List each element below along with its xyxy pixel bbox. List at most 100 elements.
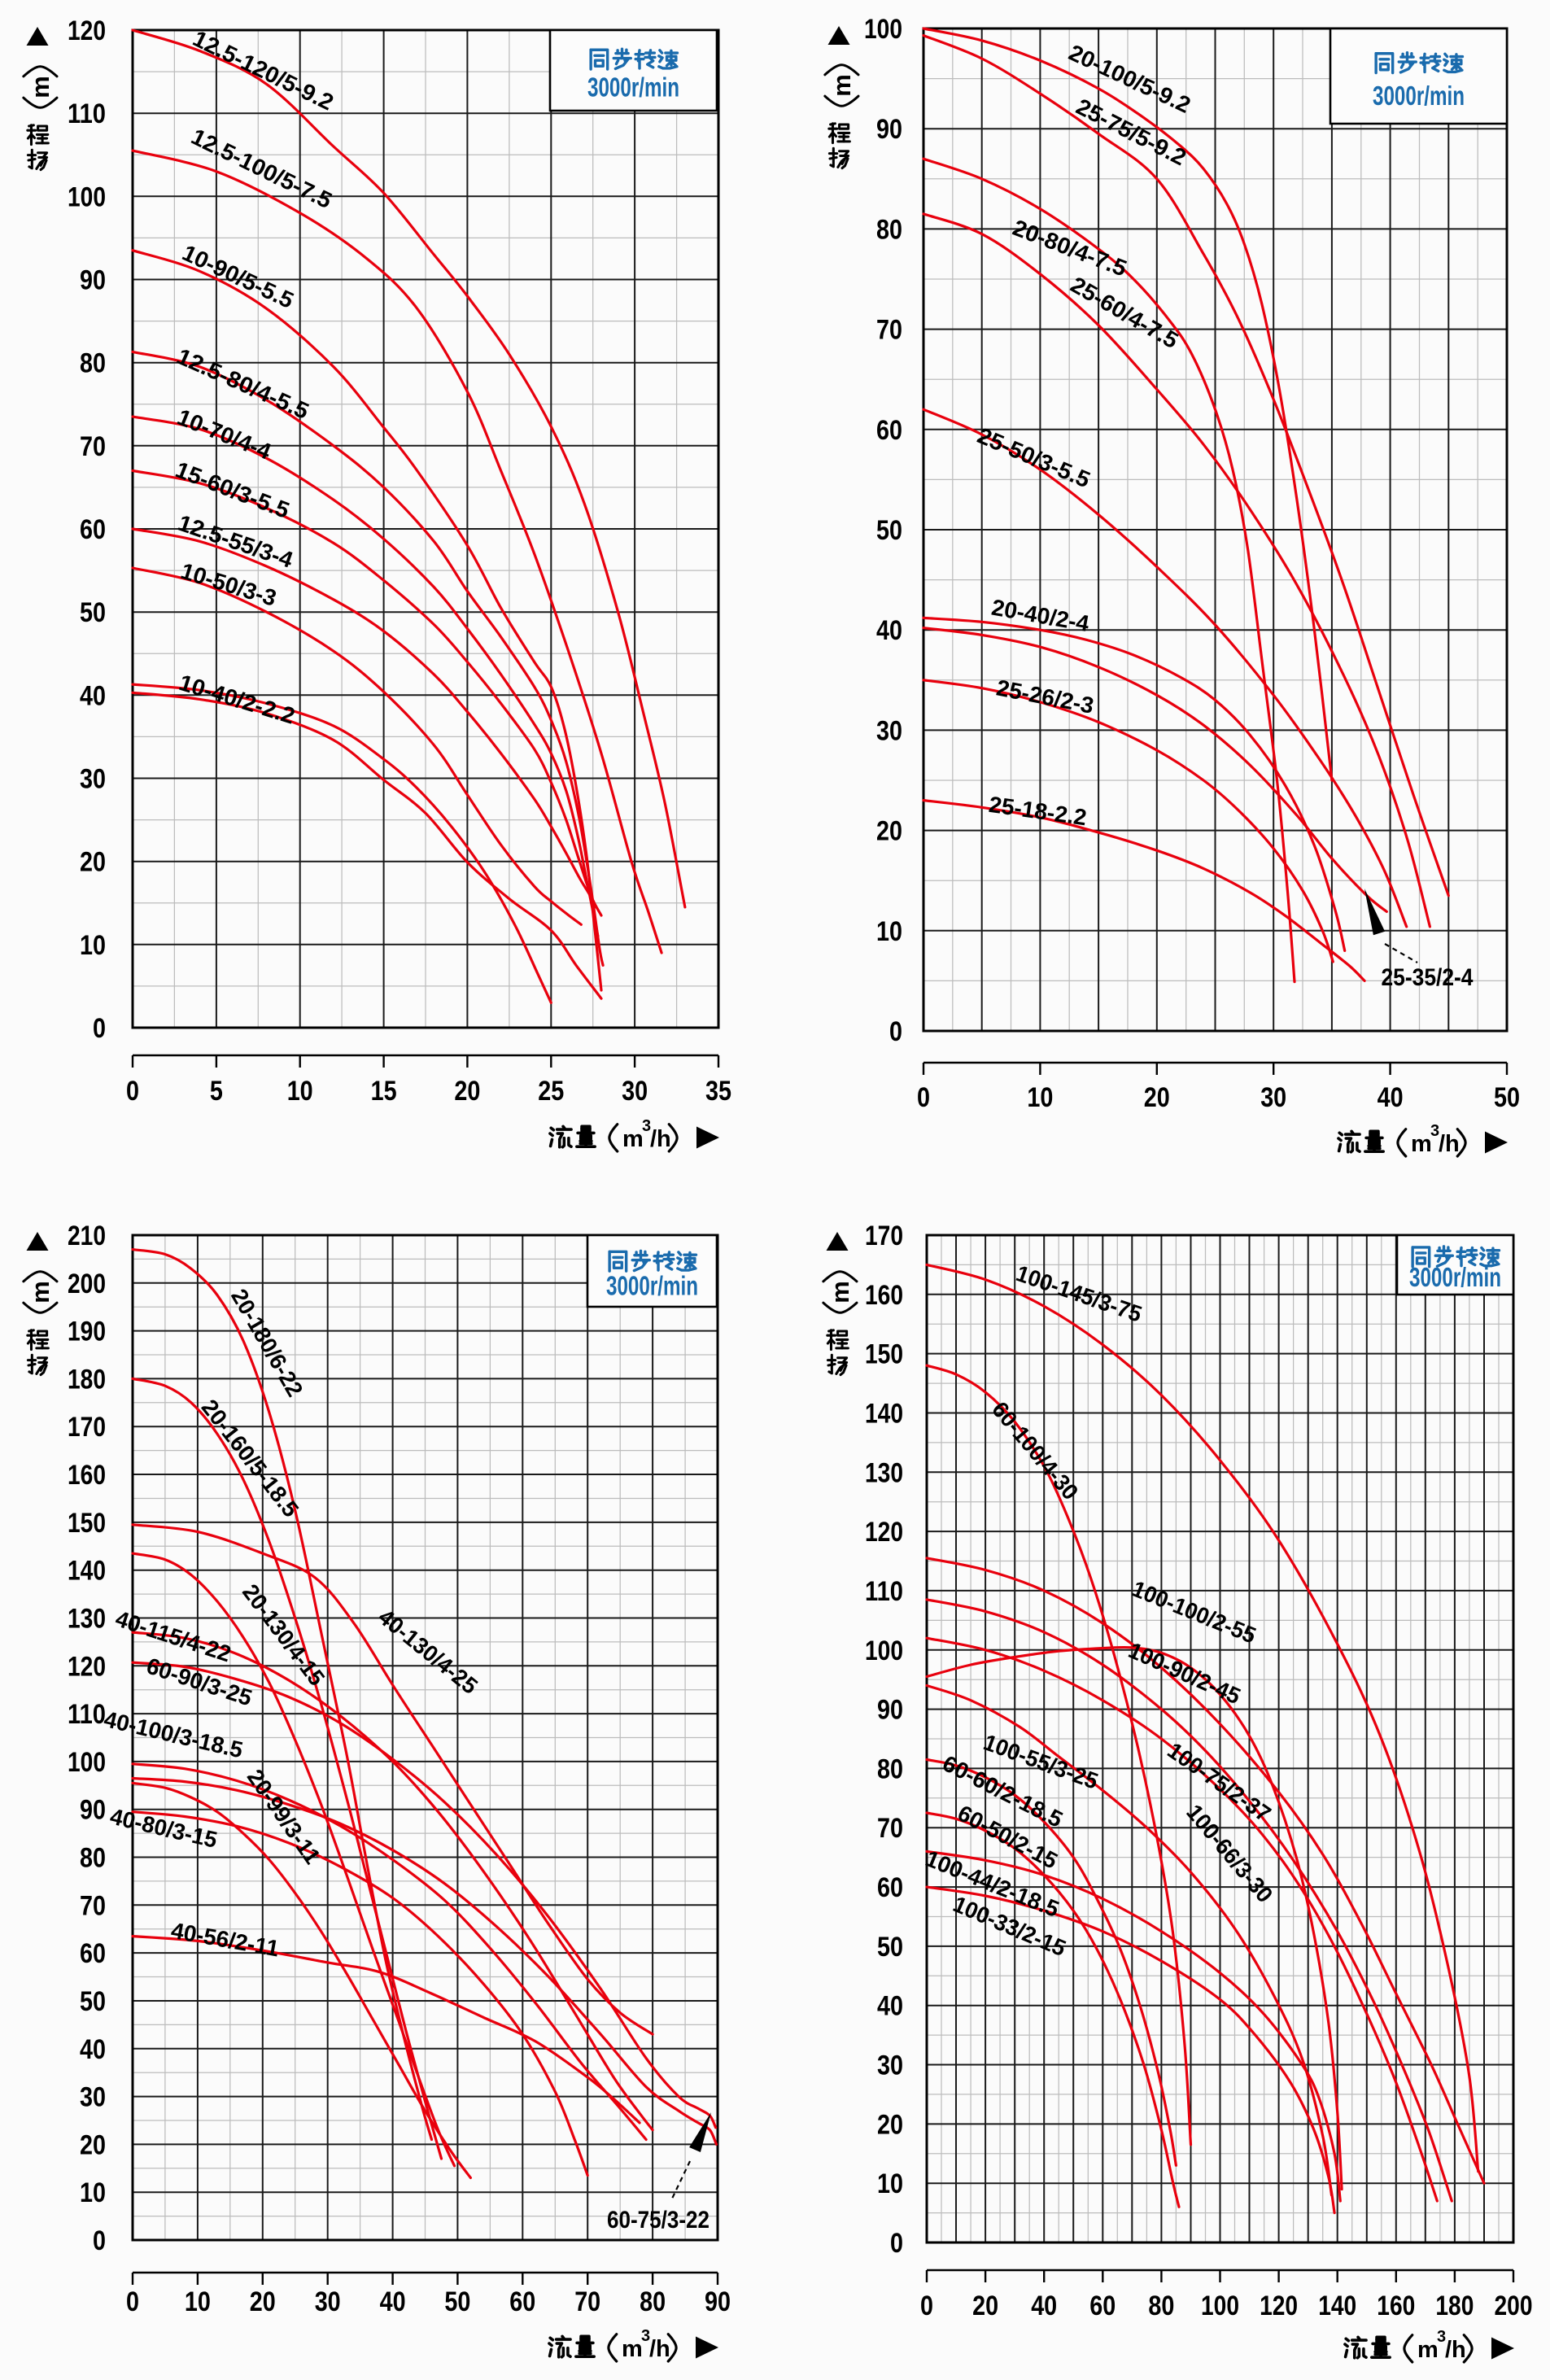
svg-text:160: 160 bbox=[68, 1460, 106, 1491]
svg-text:40: 40 bbox=[80, 680, 106, 711]
svg-text:120: 120 bbox=[865, 1517, 903, 1548]
svg-text:40: 40 bbox=[1031, 2290, 1057, 2321]
svg-text:70: 70 bbox=[574, 2286, 600, 2317]
svg-text:50: 50 bbox=[444, 2286, 470, 2317]
svg-text:50: 50 bbox=[80, 597, 106, 628]
svg-text:170: 170 bbox=[865, 1221, 903, 1251]
svg-text:15: 15 bbox=[371, 1076, 397, 1107]
svg-text:3000r/min: 3000r/min bbox=[606, 1271, 698, 1301]
svg-text:m: m bbox=[826, 1281, 854, 1304]
svg-text:70: 70 bbox=[80, 431, 106, 462]
svg-text:140: 140 bbox=[1318, 2290, 1356, 2321]
svg-text:140: 140 bbox=[865, 1399, 903, 1430]
svg-text:30: 30 bbox=[877, 2050, 903, 2081]
svg-text:120: 120 bbox=[68, 15, 106, 46]
svg-text:30: 30 bbox=[80, 2082, 106, 2113]
svg-text:130: 130 bbox=[865, 1457, 903, 1488]
svg-text:30: 30 bbox=[315, 2286, 341, 2317]
svg-text:/h: /h bbox=[649, 2336, 670, 2362]
svg-text:70: 70 bbox=[80, 1890, 106, 1921]
svg-text:180: 180 bbox=[68, 1364, 106, 1395]
svg-text:150: 150 bbox=[68, 1508, 106, 1539]
svg-text:70: 70 bbox=[876, 315, 902, 346]
svg-text:60: 60 bbox=[1089, 2290, 1116, 2321]
svg-text:90: 90 bbox=[876, 114, 902, 145]
svg-text:170: 170 bbox=[68, 1412, 106, 1443]
svg-text:3000r/min: 3000r/min bbox=[1409, 1262, 1501, 1292]
svg-text:50: 50 bbox=[877, 1932, 903, 1963]
svg-text:100: 100 bbox=[864, 14, 902, 45]
svg-text:50: 50 bbox=[80, 1986, 106, 2017]
svg-text:60: 60 bbox=[80, 1938, 106, 1969]
svg-text:m: m bbox=[622, 1126, 644, 1152]
svg-text:0: 0 bbox=[126, 1076, 139, 1107]
svg-text:100: 100 bbox=[68, 1747, 106, 1778]
svg-text:80: 80 bbox=[877, 1753, 903, 1784]
svg-text:m: m bbox=[26, 76, 55, 98]
svg-text:160: 160 bbox=[1377, 2290, 1415, 2321]
svg-text:3: 3 bbox=[641, 2327, 650, 2345]
svg-text:90: 90 bbox=[705, 2286, 731, 2317]
svg-text:80: 80 bbox=[640, 2286, 666, 2317]
svg-text:m: m bbox=[26, 1281, 55, 1304]
svg-text:/h: /h bbox=[1439, 1131, 1460, 1157]
svg-text:0: 0 bbox=[917, 1082, 930, 1113]
svg-text:180: 180 bbox=[1435, 2290, 1474, 2321]
svg-text:0: 0 bbox=[93, 2225, 106, 2256]
svg-text:20: 20 bbox=[877, 2109, 903, 2140]
svg-text:100: 100 bbox=[1201, 2290, 1239, 2321]
svg-text:m: m bbox=[622, 2336, 643, 2362]
svg-text:110: 110 bbox=[68, 1699, 106, 1730]
svg-text:90: 90 bbox=[80, 1795, 106, 1826]
svg-text:10: 10 bbox=[877, 2168, 903, 2199]
svg-text:10: 10 bbox=[80, 2177, 106, 2208]
svg-text:10: 10 bbox=[287, 1076, 313, 1107]
svg-text:3000r/min: 3000r/min bbox=[1373, 81, 1465, 111]
svg-text:m: m bbox=[1411, 1131, 1432, 1157]
svg-text:190: 190 bbox=[68, 1317, 106, 1347]
svg-text:30: 30 bbox=[80, 764, 106, 795]
svg-text:3: 3 bbox=[1437, 2328, 1446, 2346]
svg-text:/h: /h bbox=[650, 1126, 671, 1152]
svg-text:30: 30 bbox=[1260, 1082, 1286, 1113]
svg-text:40: 40 bbox=[876, 615, 902, 646]
svg-text:50: 50 bbox=[876, 515, 902, 546]
svg-text:120: 120 bbox=[1260, 2290, 1298, 2321]
svg-text:50: 50 bbox=[1494, 1082, 1520, 1113]
svg-text:0: 0 bbox=[93, 1013, 106, 1044]
svg-text:140: 140 bbox=[68, 1556, 106, 1587]
svg-text:60: 60 bbox=[876, 415, 902, 446]
svg-text:80: 80 bbox=[80, 348, 106, 379]
svg-text:90: 90 bbox=[877, 1695, 903, 1726]
svg-text:35: 35 bbox=[705, 1076, 731, 1107]
svg-text:40: 40 bbox=[380, 2286, 406, 2317]
svg-text:0: 0 bbox=[889, 1016, 902, 1047]
svg-text:60-75/3-22: 60-75/3-22 bbox=[607, 2207, 710, 2234]
svg-text:25: 25 bbox=[538, 1076, 564, 1107]
svg-text:20: 20 bbox=[1144, 1082, 1170, 1113]
svg-text:80: 80 bbox=[876, 214, 902, 245]
svg-text:m: m bbox=[827, 74, 856, 97]
svg-text:0: 0 bbox=[126, 2286, 139, 2317]
svg-text:m: m bbox=[1417, 2337, 1439, 2363]
svg-text:0: 0 bbox=[890, 2228, 903, 2259]
svg-text:80: 80 bbox=[80, 1843, 106, 1874]
svg-text:40: 40 bbox=[80, 2034, 106, 2065]
svg-text:110: 110 bbox=[865, 1576, 903, 1607]
svg-text:40: 40 bbox=[877, 1991, 903, 2022]
svg-text:40: 40 bbox=[1378, 1082, 1404, 1113]
svg-text:30: 30 bbox=[876, 715, 902, 746]
svg-text:3: 3 bbox=[1430, 1122, 1439, 1140]
svg-text:200: 200 bbox=[1495, 2290, 1533, 2321]
svg-text:60: 60 bbox=[877, 1872, 903, 1903]
svg-text:5: 5 bbox=[210, 1076, 223, 1107]
svg-text:120: 120 bbox=[68, 1651, 106, 1682]
svg-text:10: 10 bbox=[876, 916, 902, 947]
svg-text:100: 100 bbox=[865, 1635, 903, 1666]
svg-text:110: 110 bbox=[68, 98, 106, 129]
svg-text:20: 20 bbox=[80, 2129, 106, 2160]
svg-text:20: 20 bbox=[80, 847, 106, 878]
svg-text:10: 10 bbox=[185, 2286, 211, 2317]
svg-text:3000r/min: 3000r/min bbox=[587, 72, 679, 102]
svg-text:60: 60 bbox=[80, 514, 106, 545]
